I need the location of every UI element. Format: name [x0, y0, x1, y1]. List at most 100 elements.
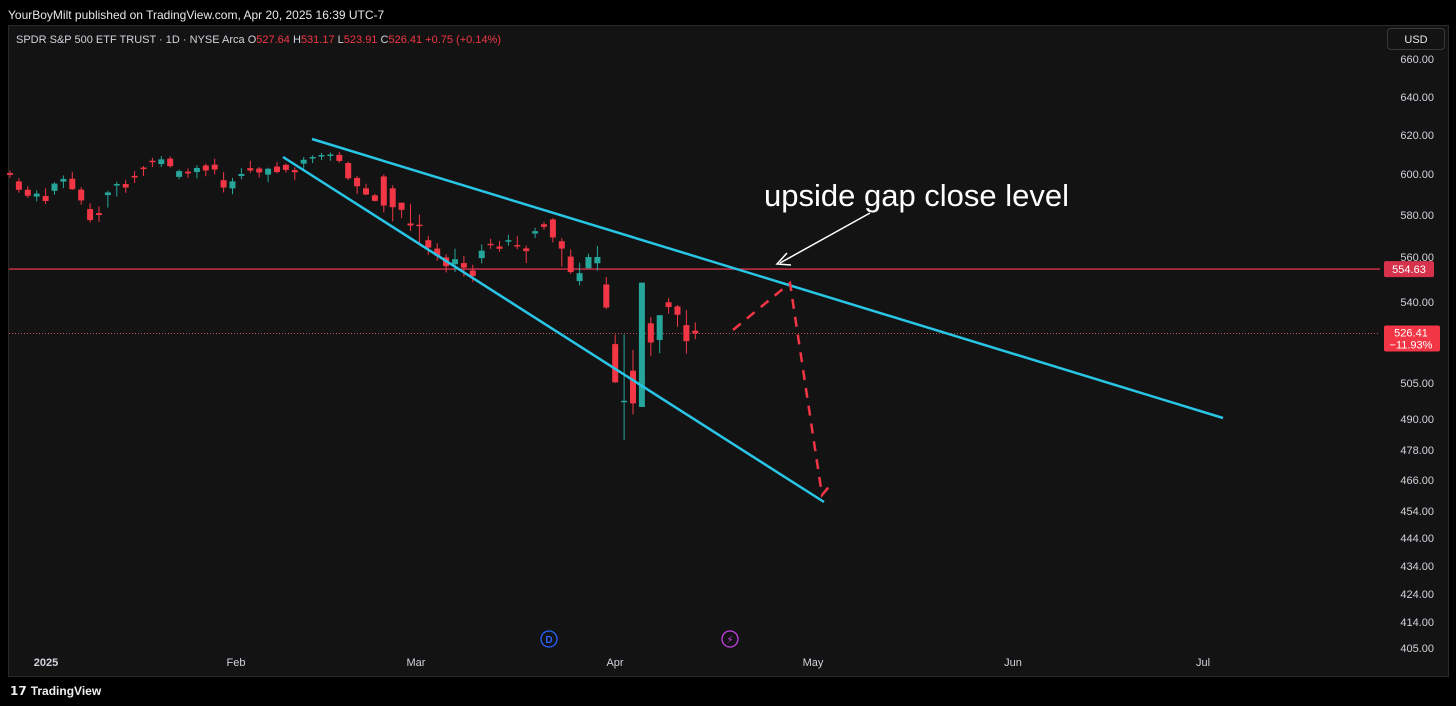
lower-trendline: [282, 155, 825, 504]
y-tick-label: 600.00: [1400, 169, 1434, 181]
candle-body: [345, 163, 352, 179]
candle-body: [496, 246, 503, 249]
candle-body: [42, 195, 49, 202]
candle: [309, 155, 316, 164]
candle-body: [585, 257, 592, 269]
close-value: 526.41: [388, 34, 423, 46]
candle-body: [656, 315, 663, 340]
candle-body: [416, 224, 423, 227]
annotation-text: upside gap close level: [764, 178, 1069, 213]
candle-body: [131, 175, 138, 178]
low-value: 523.91: [343, 34, 378, 46]
event-marker-icon[interactable]: ⚡: [721, 630, 739, 648]
candle: [42, 188, 49, 205]
annotation-arrowhead: [775, 252, 792, 266]
candle: [363, 183, 369, 196]
candle-body: [434, 248, 441, 256]
candle: [380, 174, 387, 213]
candle: [336, 151, 343, 163]
candle-body: [594, 257, 601, 264]
candle-body: [185, 171, 191, 174]
candle: [24, 186, 31, 198]
candle: [158, 156, 165, 167]
candle-body: [621, 400, 628, 403]
candle: [656, 315, 663, 354]
last-price-value: 526.41: [1394, 327, 1428, 339]
candle-body: [638, 282, 645, 407]
candle-body: [256, 168, 263, 173]
candle-body: [558, 241, 565, 249]
candle-body: [211, 164, 218, 170]
candle: [434, 243, 441, 261]
candle: [612, 334, 619, 383]
candle-body: [122, 184, 129, 188]
candle-body: [51, 183, 58, 191]
candle: [585, 253, 592, 269]
candle: [291, 167, 298, 181]
y-tick-label: 454.00: [1400, 506, 1434, 518]
candle-body: [113, 184, 120, 186]
candle: [193, 165, 200, 179]
candle: [541, 221, 547, 230]
candle: [69, 171, 76, 190]
candle: [185, 168, 191, 178]
y-tick-label: 640.00: [1400, 92, 1434, 104]
high-value: 531.17: [300, 34, 335, 46]
open-label: O: [247, 34, 257, 46]
dividend-marker-icon[interactable]: D: [540, 630, 558, 648]
close-label: C: [380, 34, 389, 46]
chart-panel[interactable]: [8, 25, 1449, 677]
candle-body: [7, 173, 13, 175]
hline-price-value: 554.63: [1392, 264, 1426, 276]
candle-body: [523, 248, 530, 252]
y-tick-label: 424.00: [1400, 589, 1434, 601]
candle: [621, 334, 628, 441]
last-price-tag: 526.41−11.93%: [1384, 325, 1440, 352]
candle-body: [87, 209, 94, 221]
candle-body: [683, 325, 690, 342]
x-tick-label: Feb: [227, 657, 246, 669]
candle: [318, 152, 325, 161]
candle: [647, 317, 654, 357]
high-label: H: [292, 34, 301, 46]
candle-body: [389, 188, 396, 208]
candle-body: [69, 178, 76, 190]
candle-body: [265, 168, 272, 175]
hline-price-bg: [1384, 261, 1434, 278]
y-tick-label: 405.00: [1400, 643, 1434, 655]
candle: [345, 161, 352, 180]
candle-body: [487, 243, 494, 246]
candle-body: [674, 306, 681, 315]
candle: [256, 166, 263, 178]
candle: [7, 170, 13, 178]
publish-info: YourBoyMilt published on TradingView.com…: [8, 8, 385, 22]
low-label: L: [337, 34, 344, 46]
candle: [149, 157, 156, 167]
change-value: +0.75 (+0.14%): [425, 34, 502, 46]
candle: [371, 193, 378, 202]
candle: [104, 190, 111, 208]
candle-body: [363, 188, 369, 195]
candle: [407, 203, 414, 231]
candle-body: [647, 323, 654, 343]
candle-body: [220, 180, 227, 188]
currency-button[interactable]: USD: [1387, 28, 1445, 50]
x-tick-label: Apr: [606, 657, 623, 669]
candle-body: [33, 193, 40, 197]
candle: [202, 163, 209, 177]
candle-body: [630, 370, 636, 404]
candle: [558, 238, 565, 267]
candle: [78, 187, 85, 205]
candle: [220, 172, 227, 193]
candle: [674, 305, 681, 327]
candle: [416, 214, 423, 243]
candle-body: [380, 176, 387, 206]
candle-body: [300, 159, 307, 164]
candle: [683, 310, 690, 354]
candle-body: [282, 164, 289, 170]
brand-name: TradingView: [30, 684, 102, 698]
candle: [15, 178, 22, 193]
candle: [398, 202, 405, 219]
projection-path: [732, 280, 833, 498]
